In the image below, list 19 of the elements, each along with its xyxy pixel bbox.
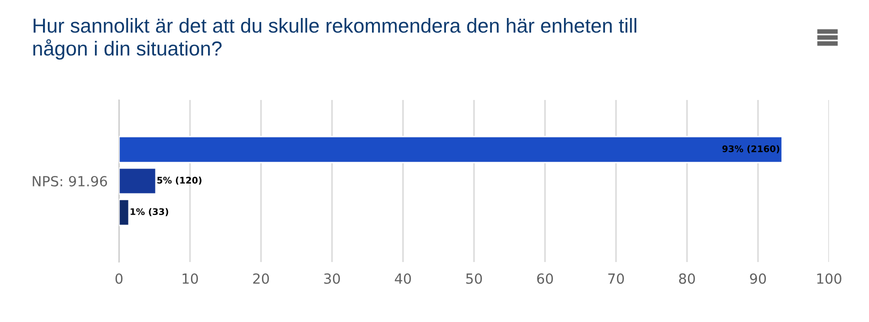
- bar: [119, 198, 130, 226]
- data-label: 93% (2160): [722, 145, 780, 154]
- x-tick-label: 0: [115, 273, 122, 284]
- x-tick-label: 60: [537, 273, 553, 284]
- x-tick-label: 100: [817, 273, 842, 284]
- x-tick-label: 50: [466, 273, 482, 284]
- chart-title: Hur sannolikt är det att du skulle rekommendera den här enheten till någon i din situation?: [33, 18, 636, 60]
- data-label: 1% (33): [130, 208, 168, 216]
- x-tick-label: 20: [253, 273, 269, 284]
- x-tick-label: 90: [750, 273, 766, 284]
- data-label: 5% (120): [157, 176, 202, 185]
- y-tick-label: NPS: 91.96: [32, 176, 108, 186]
- bar: [119, 136, 783, 164]
- x-tick-label: 70: [608, 273, 624, 284]
- bar: [119, 167, 157, 195]
- x-tick-label: 30: [324, 273, 340, 284]
- x-tick-label: 80: [679, 273, 695, 284]
- x-tick-label: 40: [394, 273, 411, 284]
- x-tick-label: 10: [182, 273, 198, 284]
